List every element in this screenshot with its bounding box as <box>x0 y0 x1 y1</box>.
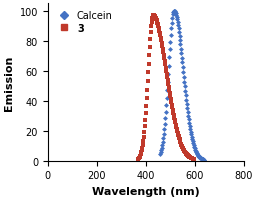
Y-axis label: Emission: Emission <box>4 55 14 110</box>
X-axis label: Wavelength (nm): Wavelength (nm) <box>92 186 200 196</box>
Legend: Calcein, 3: Calcein, 3 <box>53 9 115 36</box>
